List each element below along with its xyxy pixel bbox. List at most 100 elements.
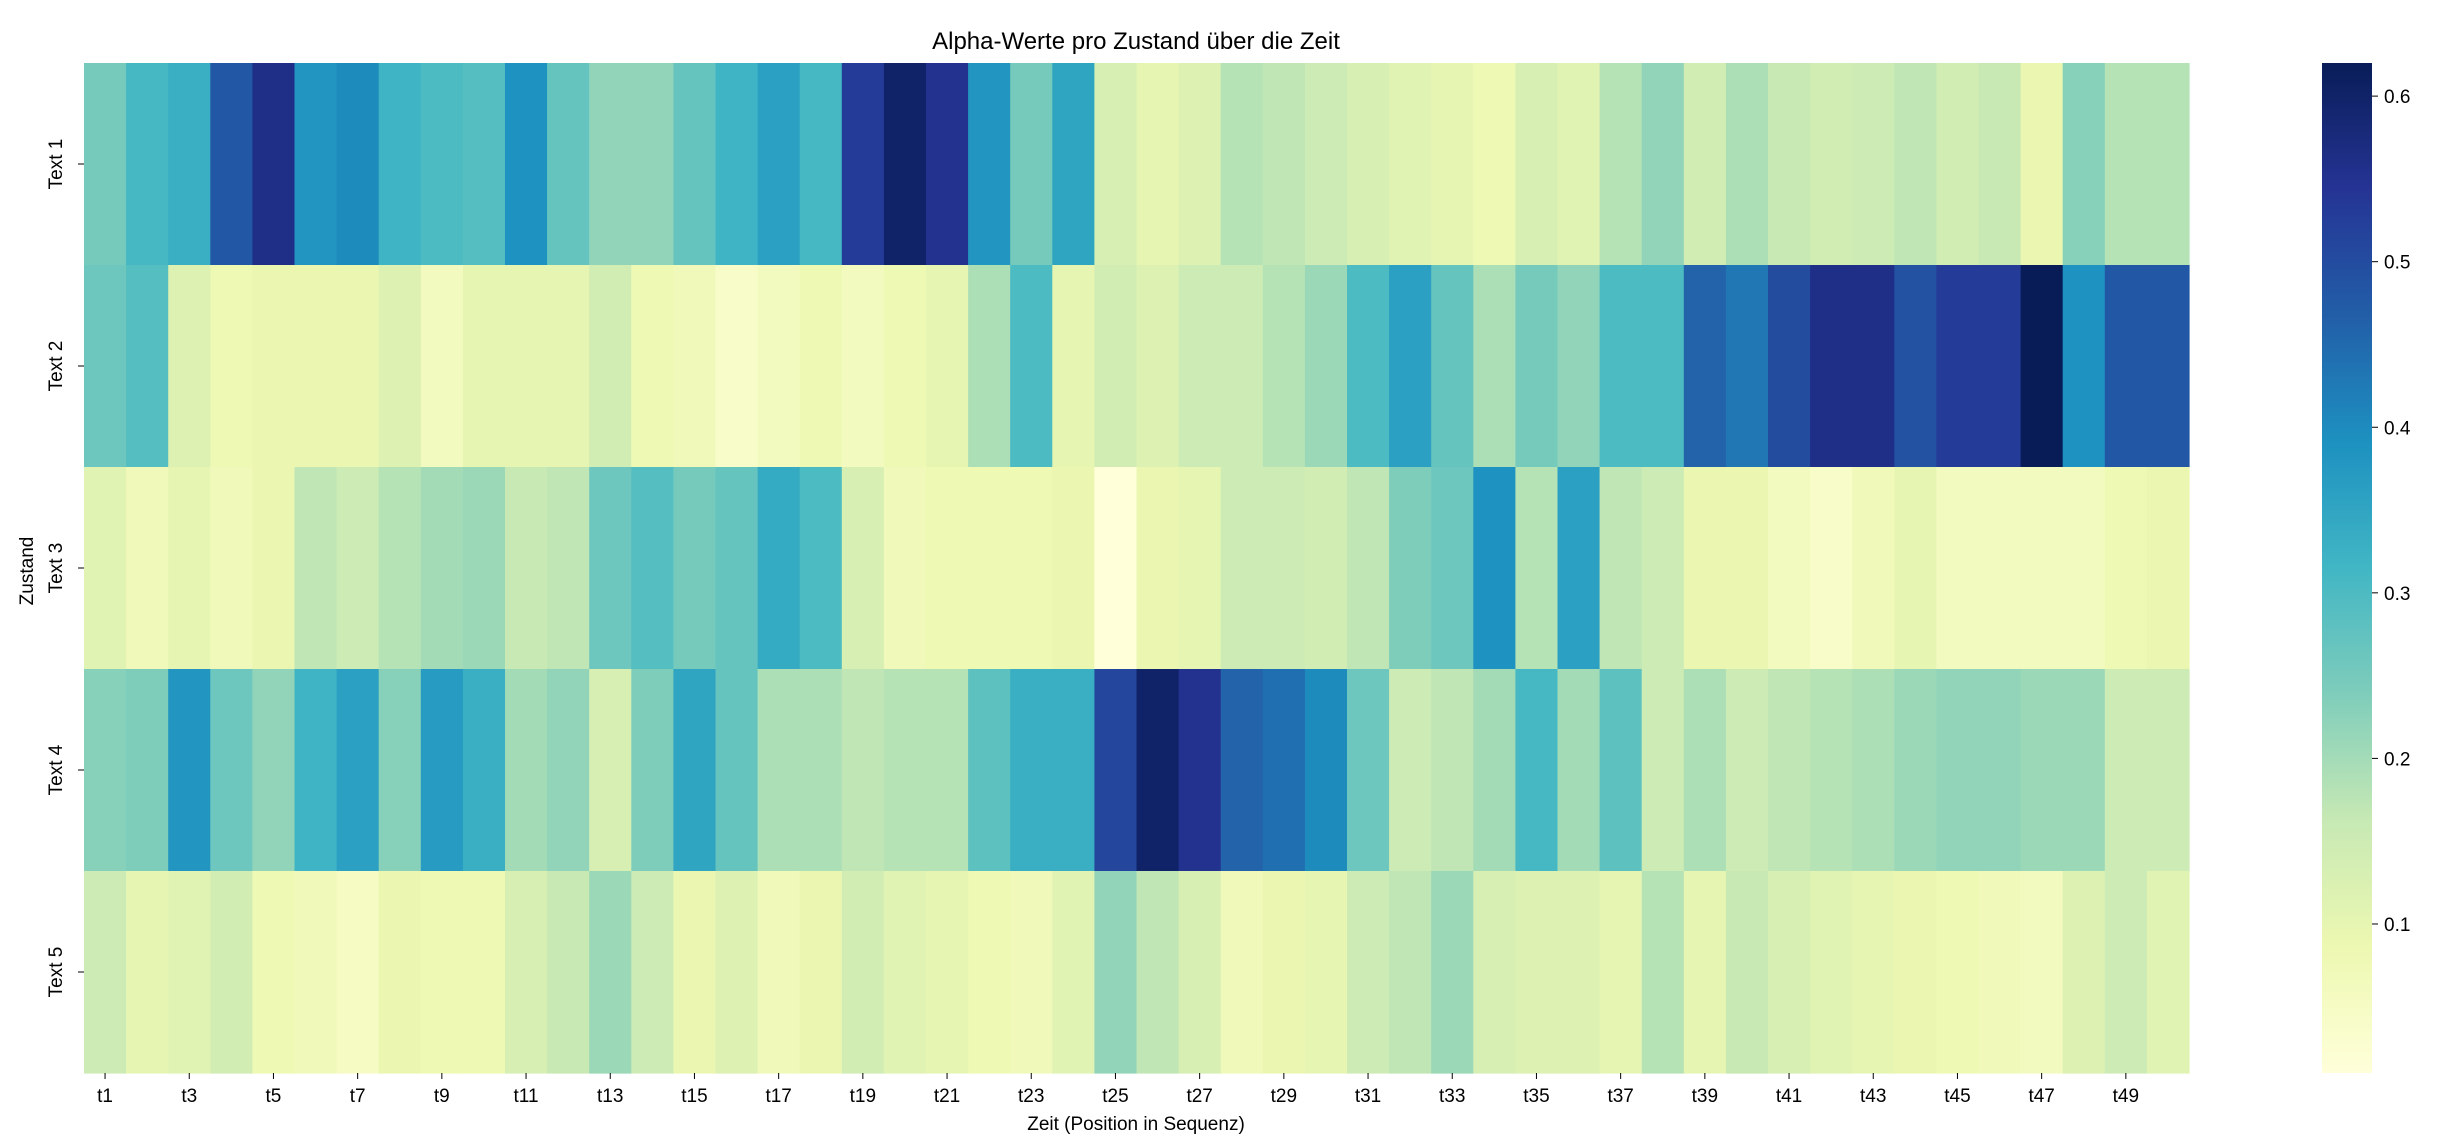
heatmap-cell — [1094, 265, 1138, 468]
heatmap-cell — [547, 669, 590, 872]
heatmap-cell — [1852, 467, 1895, 670]
heatmap-cell — [2104, 871, 2148, 1074]
heatmap-cell — [547, 871, 590, 1074]
heatmap-cell — [2062, 265, 2106, 468]
heatmap-cell — [547, 63, 590, 266]
heatmap-cell — [168, 265, 211, 468]
heatmap-cell — [841, 265, 885, 468]
x-tick-label: t21 — [934, 1086, 960, 1107]
heatmap-cell — [715, 467, 759, 670]
heatmap-cell — [1641, 467, 1685, 670]
heatmap-cell — [1052, 669, 1095, 872]
heatmap-cell — [1347, 265, 1390, 468]
heatmap-cell — [1178, 669, 1222, 872]
heatmap-cell — [2146, 265, 2190, 468]
x-tick-label: t45 — [1944, 1086, 1970, 1107]
heatmap-cell — [2146, 669, 2190, 872]
heatmap-cell — [926, 265, 969, 468]
heatmap-cell — [462, 871, 506, 1074]
heatmap-cell — [673, 871, 717, 1074]
heatmap-cell — [2146, 467, 2190, 670]
heatmap-cell — [1094, 871, 1138, 1074]
x-tick-label: t41 — [1776, 1086, 1802, 1107]
heatmap-cell — [1262, 871, 1306, 1074]
heatmap-cell — [252, 265, 296, 468]
heatmap-cell — [968, 265, 1011, 468]
heatmap-cell — [2104, 467, 2148, 670]
heatmap-cell — [1347, 63, 1390, 266]
x-tick-label: t5 — [266, 1086, 282, 1107]
heatmap-cell — [1473, 871, 1516, 1074]
heatmap-cell — [1347, 467, 1390, 670]
heatmap-cell — [210, 871, 253, 1074]
heatmap-cell — [294, 669, 338, 872]
heatmap-cells — [84, 63, 2190, 1074]
y-tick-label: Text 1 — [46, 139, 67, 190]
heatmap-cell — [420, 265, 464, 468]
y-axis-ticks: Text 1 Text 2 Text 3 Text 4 Text 5 — [46, 139, 84, 997]
heatmap-cell — [631, 265, 674, 468]
heatmap-cell — [883, 669, 927, 872]
heatmap-cell — [1052, 467, 1095, 670]
heatmap-cell — [1262, 669, 1306, 872]
heatmap-cell — [378, 265, 422, 468]
heatmap-cell — [631, 669, 674, 872]
heatmap-cell — [1641, 871, 1685, 1074]
heatmap-cell — [420, 467, 464, 670]
heatmap-cell — [210, 467, 253, 670]
heatmap-cell — [84, 63, 127, 266]
x-tick-label: t11 — [514, 1086, 539, 1107]
heatmap-cell — [1262, 467, 1306, 670]
x-tick-label: t3 — [181, 1086, 197, 1107]
heatmap-cell — [462, 63, 506, 266]
heatmap-cell — [1220, 467, 1264, 670]
heatmap-cell — [1178, 63, 1222, 266]
heatmap-cell — [126, 669, 169, 872]
colorbar-gradient — [2322, 63, 2372, 1073]
heatmap-cell — [84, 467, 127, 670]
heatmap-cell — [1768, 669, 1811, 872]
y-tick-label: Text 3 — [46, 543, 67, 594]
heatmap-cell — [1725, 265, 1769, 468]
heatmap-cell — [336, 871, 380, 1074]
heatmap-cell — [1178, 871, 1222, 1074]
heatmap-cell — [589, 467, 632, 670]
y-tick-label: Text 2 — [46, 341, 67, 392]
heatmap-cell — [1557, 63, 1601, 266]
heatmap-cell — [799, 467, 843, 670]
heatmap-cell — [841, 467, 885, 670]
heatmap-cell — [589, 669, 632, 872]
x-tick-label: t37 — [1607, 1086, 1633, 1107]
heatmap-cell — [378, 669, 422, 872]
heatmap-cell — [1557, 265, 1601, 468]
heatmap-cell — [252, 669, 296, 872]
heatmap-cell — [1220, 265, 1264, 468]
heatmap-cell — [168, 467, 211, 670]
heatmap-cell — [799, 669, 843, 872]
heatmap-cell — [378, 63, 422, 266]
heatmap-cell — [589, 63, 632, 266]
heatmap-cell — [841, 871, 885, 1074]
heatmap-cell — [420, 669, 464, 872]
heatmap-cell — [1262, 265, 1306, 468]
heatmap-cell — [1768, 871, 1811, 1074]
x-tick-label: t15 — [681, 1086, 707, 1107]
heatmap-cell — [968, 467, 1011, 670]
heatmap-cell — [631, 467, 674, 670]
heatmap-cell — [336, 467, 380, 670]
colorbar-tick-label: 0.6 — [2384, 87, 2410, 108]
heatmap-cell — [252, 871, 296, 1074]
heatmap-cell — [1936, 871, 1980, 1074]
heatmap-cell — [1389, 467, 1432, 670]
x-tick-label: t35 — [1523, 1086, 1549, 1107]
heatmap-cell — [631, 63, 674, 266]
heatmap-cell — [1431, 467, 1474, 670]
heatmap-cell — [2020, 669, 2064, 872]
heatmap-cell — [1220, 63, 1264, 266]
heatmap-cell — [1220, 871, 1264, 1074]
heatmap-cell — [715, 871, 759, 1074]
heatmap-cell — [1641, 265, 1685, 468]
heatmap-cell — [252, 467, 296, 670]
heatmap-cell — [1304, 467, 1348, 670]
